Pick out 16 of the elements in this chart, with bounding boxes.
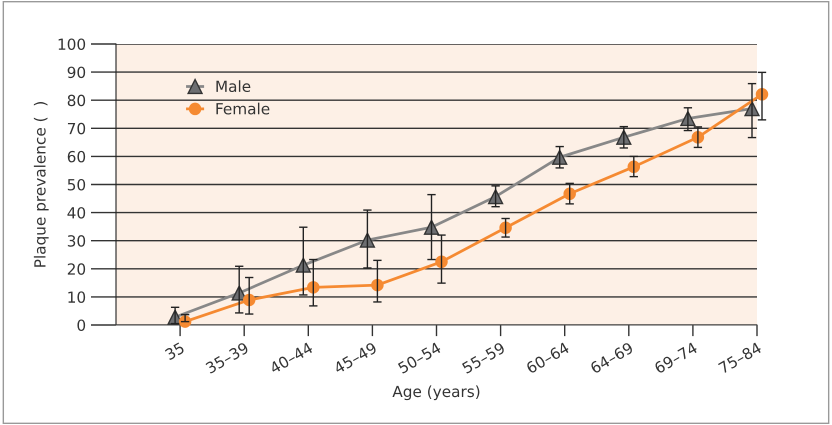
y-tick-label: 80 bbox=[68, 94, 86, 106]
x-axis-title: Age (years) bbox=[392, 385, 480, 400]
legend-label: Male bbox=[216, 80, 250, 92]
x-tick-label: 35 bbox=[164, 342, 185, 360]
y-tick-label: 50 bbox=[68, 178, 86, 191]
y-axis-title: Plaque prevalence ( ) bbox=[34, 102, 49, 267]
y-tick-label: 40 bbox=[67, 207, 86, 219]
y-tick-label: 0 bbox=[77, 319, 86, 332]
y-tick-label: 10 bbox=[68, 291, 86, 303]
y-tick-label: 100 bbox=[58, 38, 86, 50]
y-tick-label: 70 bbox=[68, 122, 86, 134]
y-tick-label: 30 bbox=[68, 235, 86, 247]
y-tick-label: 90 bbox=[68, 66, 86, 78]
legend-label: Female bbox=[216, 102, 270, 114]
y-tick-label: 60 bbox=[68, 150, 86, 162]
y-tick-label: 20 bbox=[68, 263, 86, 275]
